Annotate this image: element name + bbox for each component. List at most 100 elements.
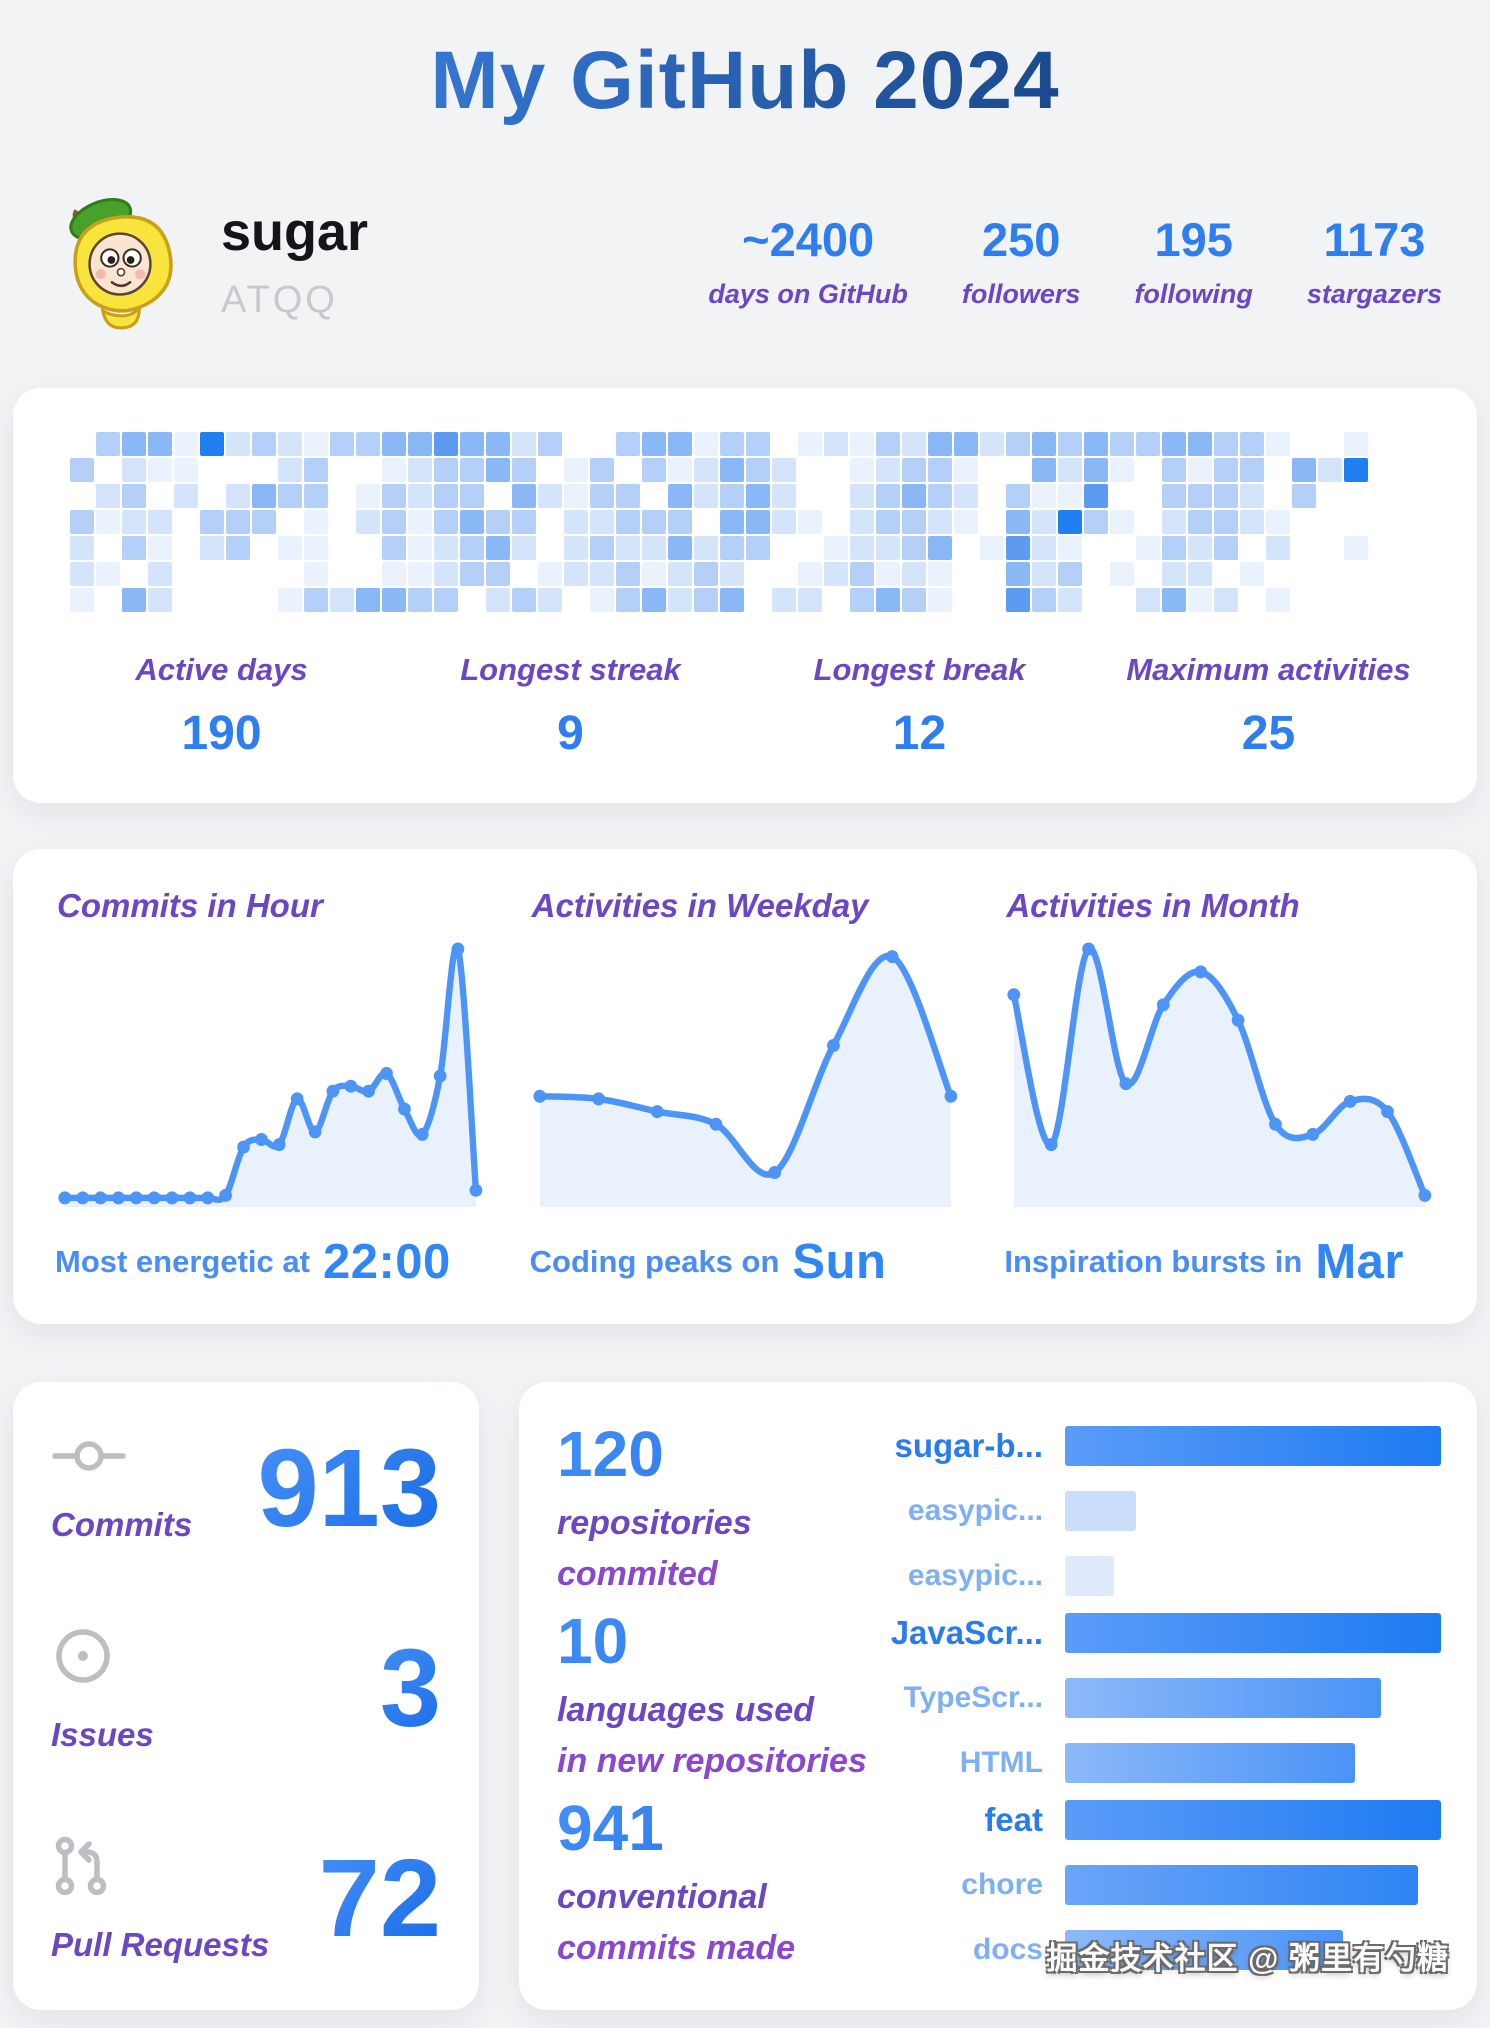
heatmap-cell	[1292, 484, 1316, 508]
heatmap-cell	[382, 562, 406, 586]
breakdown-info: 941 conventional commits made	[557, 1796, 867, 1974]
heatmap-cell	[148, 588, 172, 612]
heatmap-cell	[304, 432, 328, 456]
heatmap-cell	[928, 458, 952, 482]
heatmap-cell	[1214, 458, 1238, 482]
heatmap-cell	[460, 484, 484, 508]
chart-caption: Inspiration bursts in Mar	[1004, 1234, 1435, 1290]
heatmap-cell	[278, 484, 302, 508]
heatmap-cell	[200, 458, 224, 482]
heatmap-cell	[980, 510, 1004, 534]
chart-title: Activities in Month	[1006, 887, 1300, 924]
heatmap-cell	[330, 536, 354, 560]
heatmap-cell	[1188, 562, 1212, 586]
heatmap-cell	[1396, 562, 1420, 586]
counter-value: 913	[257, 1427, 441, 1550]
heatmap-cell	[616, 458, 640, 482]
heatmap-cell	[1162, 484, 1186, 508]
heatmap-cell	[1006, 536, 1030, 560]
breakdown-value: 10	[557, 1609, 867, 1673]
profile-stat-value: 1173	[1323, 213, 1426, 266]
counter-left: Commits	[51, 1434, 192, 1544]
heatmap-cell	[148, 510, 172, 534]
heatmap-cell	[538, 510, 562, 534]
caption-value: 22:00	[322, 1235, 451, 1289]
heatmap-cell	[1110, 562, 1134, 586]
heatmap-cell	[226, 432, 250, 456]
breakdown-desc: conventional commits made	[557, 1878, 796, 1967]
profile-stat-label: days on GitHub	[708, 279, 908, 309]
data-point	[1007, 988, 1021, 1002]
heatmap-cell	[1136, 458, 1160, 482]
heatmap-cell	[96, 484, 120, 508]
profile-handle: ATQQ	[221, 278, 338, 321]
heatmap-cell	[200, 432, 224, 456]
data-point	[219, 1188, 232, 1202]
heatmap-cell	[252, 588, 276, 612]
heatmap-cell	[304, 536, 328, 560]
heatmap-cell	[174, 432, 198, 456]
profile-stat-label: stargazers	[1306, 279, 1442, 309]
heatmap-cell	[1318, 536, 1342, 560]
data-point	[183, 1191, 197, 1205]
heatmap-cell	[1318, 510, 1342, 534]
heatmap-cell	[122, 458, 146, 482]
heatmap-cell	[460, 536, 484, 560]
heatmap-cell	[148, 432, 172, 456]
avatar	[69, 198, 173, 330]
data-point	[1119, 1077, 1133, 1091]
data-point	[94, 1191, 107, 1205]
heatmap-cell	[356, 432, 380, 456]
heatmap-cell	[590, 536, 614, 560]
heatmap-week-row	[70, 562, 1420, 586]
data-point	[415, 1127, 429, 1141]
heatmap-cell	[70, 510, 94, 534]
bar-label: HTML	[959, 1746, 1043, 1779]
data-point	[826, 1039, 840, 1052]
heatmap-cell	[1110, 536, 1134, 560]
data-point	[469, 1183, 483, 1197]
heatmap-cell	[1162, 458, 1186, 482]
heatmap-cell	[720, 432, 744, 456]
bar-label: JavaScr...	[890, 1614, 1043, 1651]
heatmap-cell	[668, 536, 692, 560]
counter-left: Pull Requests	[51, 1834, 269, 1964]
caption-prefix: Most energetic at	[55, 1244, 310, 1279]
heatmap-cell	[1136, 562, 1160, 586]
heatmap-cell	[278, 588, 302, 612]
heatmap-cell	[304, 510, 328, 534]
heatmap-cell	[1370, 536, 1394, 560]
bar-row: sugar-b...	[867, 1426, 1441, 1466]
heatmap-cell	[434, 510, 458, 534]
heatmap-cell	[252, 432, 276, 456]
heatmap-cell	[1370, 510, 1394, 534]
heatmap-stat-value: 190	[181, 707, 262, 760]
heatmap-cell	[1032, 562, 1056, 586]
heatmap-cell	[798, 484, 822, 508]
bar-row: chore	[867, 1865, 1441, 1905]
heatmap-cell	[902, 588, 926, 612]
line-chart	[58, 942, 483, 1207]
heatmap-cell	[1266, 510, 1290, 534]
heatmap-cell	[772, 458, 796, 482]
heatmap-cell	[1006, 588, 1030, 612]
heatmap-cell	[512, 536, 536, 560]
bar-label: feat	[984, 1801, 1043, 1838]
heatmap-cell	[434, 588, 458, 612]
bar-label: easypic...	[907, 1559, 1043, 1592]
heatmap-cell	[434, 458, 458, 482]
heatmap-cell	[954, 432, 978, 456]
heatmap-cell	[330, 432, 354, 456]
heatmap-stat-label: Longest streak	[460, 652, 681, 687]
heatmap-cell	[1344, 458, 1368, 482]
counter-value: 72	[318, 1837, 441, 1960]
breakdown-desc: repositories commited	[557, 1504, 752, 1593]
heatmap-cell	[824, 458, 848, 482]
caption-value: Sun	[792, 1235, 887, 1289]
heatmap-cell	[148, 484, 172, 508]
heatmap-cell	[1396, 484, 1420, 508]
heatmap-cell	[304, 458, 328, 482]
heatmap-cell	[1058, 536, 1082, 560]
profile-stats: ~2400 days on GitHub 250 followers 195 f…	[708, 212, 1442, 310]
bar-track	[1065, 1426, 1441, 1466]
